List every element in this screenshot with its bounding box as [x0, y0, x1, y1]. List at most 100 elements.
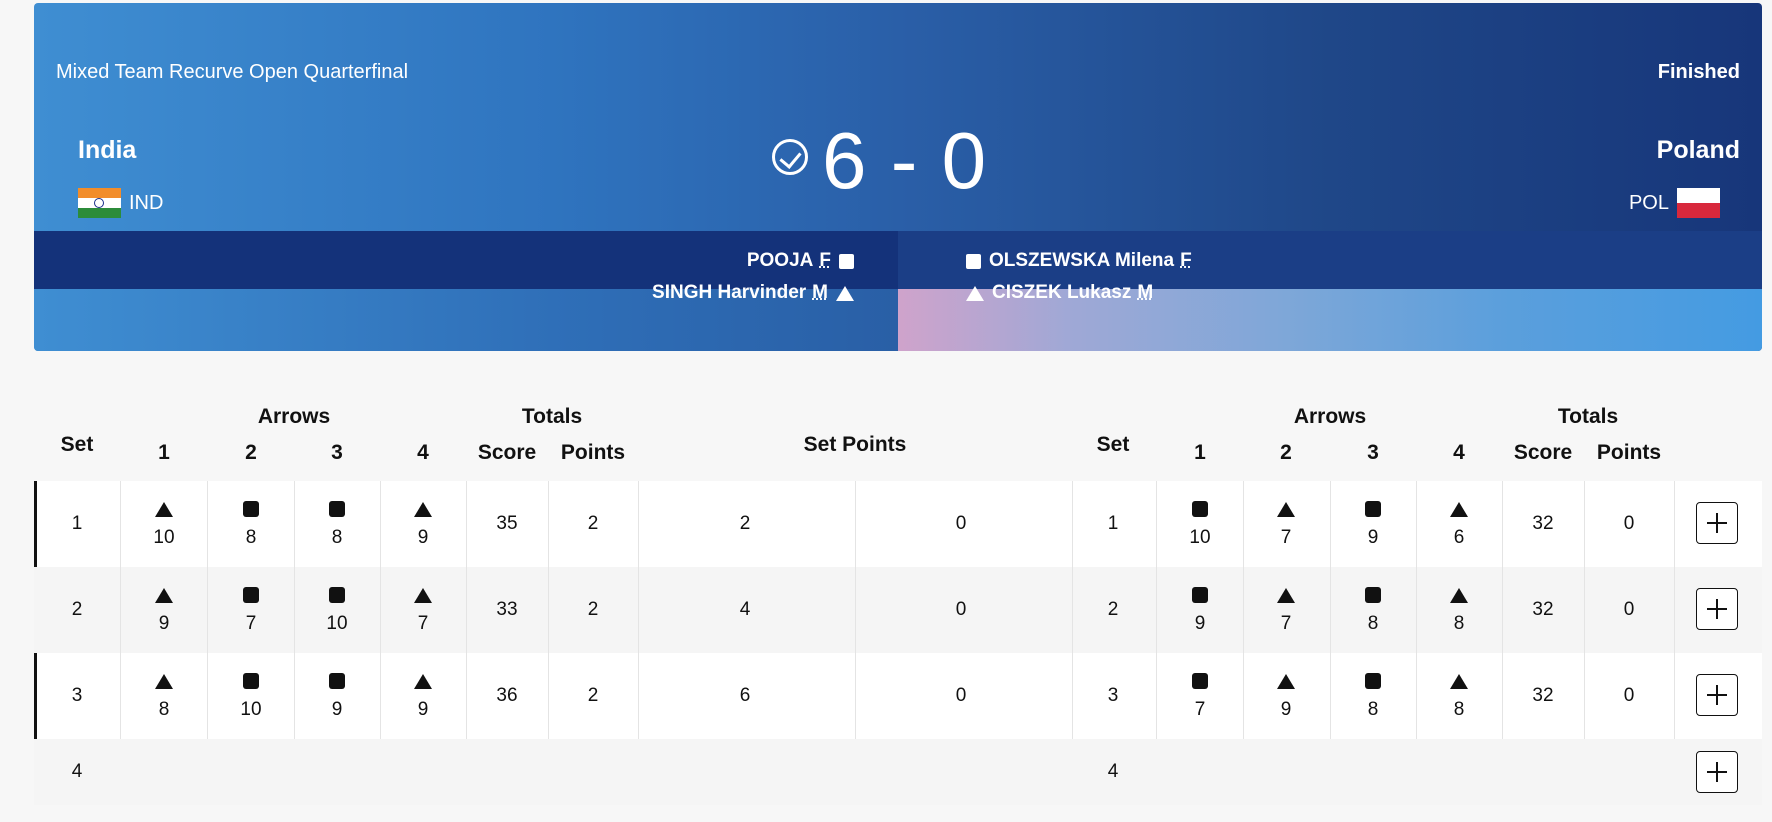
athlete-gender: F [819, 250, 831, 271]
triangle-icon [1450, 673, 1468, 689]
left-set-number-value: 1 [71, 513, 83, 534]
left-team-name: India [78, 136, 137, 164]
right-arrow-1-value: 9 [1194, 613, 1206, 634]
right-set-number-value: 1 [1107, 513, 1119, 534]
header-footer-left [34, 289, 898, 351]
triangle-icon [155, 501, 173, 517]
square-icon [243, 501, 259, 517]
column-divider [1584, 481, 1585, 567]
table-row: 2 9 7 10 7 33 2 4 0 2 9 7 8 8 32 0 [34, 567, 1762, 653]
right-set-number: 1 [1073, 481, 1153, 567]
arrow-symbol [1365, 499, 1381, 519]
left-set-number-value: 3 [71, 685, 83, 706]
column-divider [1243, 567, 1244, 653]
column-divider [207, 481, 208, 567]
column-divider [1072, 653, 1073, 739]
left-points-value: 2 [587, 685, 599, 706]
left-set-number-value: 4 [71, 761, 83, 782]
left-score-value: 35 [496, 513, 518, 534]
arrow-symbol [414, 499, 432, 519]
athlete-gender: F [1180, 250, 1192, 271]
triangle-icon [414, 501, 432, 517]
column-divider [548, 481, 549, 567]
right-points-value: 0 [1623, 513, 1635, 534]
expand-set-button[interactable] [1696, 502, 1738, 544]
event-title: Mixed Team Recurve Open Quarterfinal [56, 61, 409, 83]
match-header: Mixed Team Recurve Open Quarterfinal Fin… [34, 3, 1762, 351]
arrow-symbol [1277, 499, 1295, 519]
expand-set-button[interactable] [1696, 674, 1738, 716]
square-icon [1365, 673, 1381, 689]
arrow-symbol [1365, 671, 1381, 691]
right-points: 0 [1589, 567, 1669, 653]
right-points: 0 [1589, 481, 1669, 567]
header-score-left: Score [477, 441, 537, 464]
right-arrow-3-value: 8 [1367, 613, 1379, 634]
square-icon [966, 253, 981, 269]
expand-set-button[interactable] [1696, 751, 1738, 793]
column-divider [1584, 653, 1585, 739]
column-divider [1674, 567, 1675, 653]
column-divider [207, 567, 208, 653]
column-divider [294, 567, 295, 653]
right-score-value: 32 [1532, 513, 1554, 534]
scores-table-header: Set Arrows Totals 1 2 3 4 Score Points S… [34, 405, 1762, 483]
column-divider [1416, 567, 1417, 653]
left-athlete-1: POOJA F [747, 250, 854, 272]
triangle-icon [414, 587, 432, 603]
arrow-symbol [329, 671, 345, 691]
right-athlete-2: CISZEK Lukasz M [966, 282, 1153, 304]
triangle-icon [1277, 501, 1295, 517]
arrow-symbol [243, 585, 259, 605]
left-arrow-1-value: 8 [158, 699, 170, 720]
column-divider [207, 653, 208, 739]
score-text: 6 - 0 [822, 116, 988, 205]
left-arrow-4-value: 9 [417, 527, 429, 548]
square-icon [329, 673, 345, 689]
arrow-symbol [155, 671, 173, 691]
column-divider [1584, 567, 1585, 653]
right-arrow-1-value: 10 [1189, 527, 1211, 548]
right-score: 32 [1503, 567, 1583, 653]
column-divider [1416, 653, 1417, 739]
header-arrow-2-left: 2 [245, 441, 257, 464]
arrow-symbol [329, 499, 345, 519]
left-arrow-1-value: 9 [158, 613, 170, 634]
match-status: Finished [1657, 61, 1740, 83]
left-points: 2 [553, 481, 633, 567]
triangle-icon [966, 285, 984, 301]
set-points-right: 0 [921, 653, 1001, 739]
column-divider [1156, 567, 1157, 653]
column-divider [1156, 653, 1157, 739]
arrow-symbol [329, 585, 345, 605]
left-arrow-4-value: 9 [417, 699, 429, 720]
right-arrow-3: 8 [1333, 567, 1413, 653]
right-score-value: 32 [1532, 599, 1554, 620]
athlete-name: CISZEK Lukasz [992, 282, 1132, 303]
column-divider [1243, 481, 1244, 567]
left-arrow-1: 10 [124, 481, 204, 567]
column-divider [120, 653, 121, 739]
right-set-number-value: 2 [1107, 599, 1119, 620]
arrow-symbol [1365, 585, 1381, 605]
left-set-number: 1 [37, 481, 117, 567]
column-divider [1502, 567, 1503, 653]
left-arrow-2: 10 [211, 653, 291, 739]
left-score-value: 33 [496, 599, 518, 620]
right-set-number-value: 3 [1107, 685, 1119, 706]
header-arrow-1-left: 1 [158, 441, 170, 464]
arrow-symbol [243, 499, 259, 519]
left-arrow-2-value: 8 [245, 527, 257, 548]
column-divider [1502, 653, 1503, 739]
column-divider [380, 653, 381, 739]
left-points-value: 2 [587, 599, 599, 620]
triangle-icon [155, 587, 173, 603]
expand-set-button[interactable] [1696, 588, 1738, 630]
left-team-code: IND [129, 191, 164, 214]
right-arrow-4-value: 6 [1453, 527, 1465, 548]
header-arrows-left: Arrows [257, 405, 331, 428]
column-divider [638, 481, 639, 567]
column-divider [1072, 567, 1073, 653]
athlete-gender: M [812, 282, 828, 303]
triangle-icon [1277, 587, 1295, 603]
